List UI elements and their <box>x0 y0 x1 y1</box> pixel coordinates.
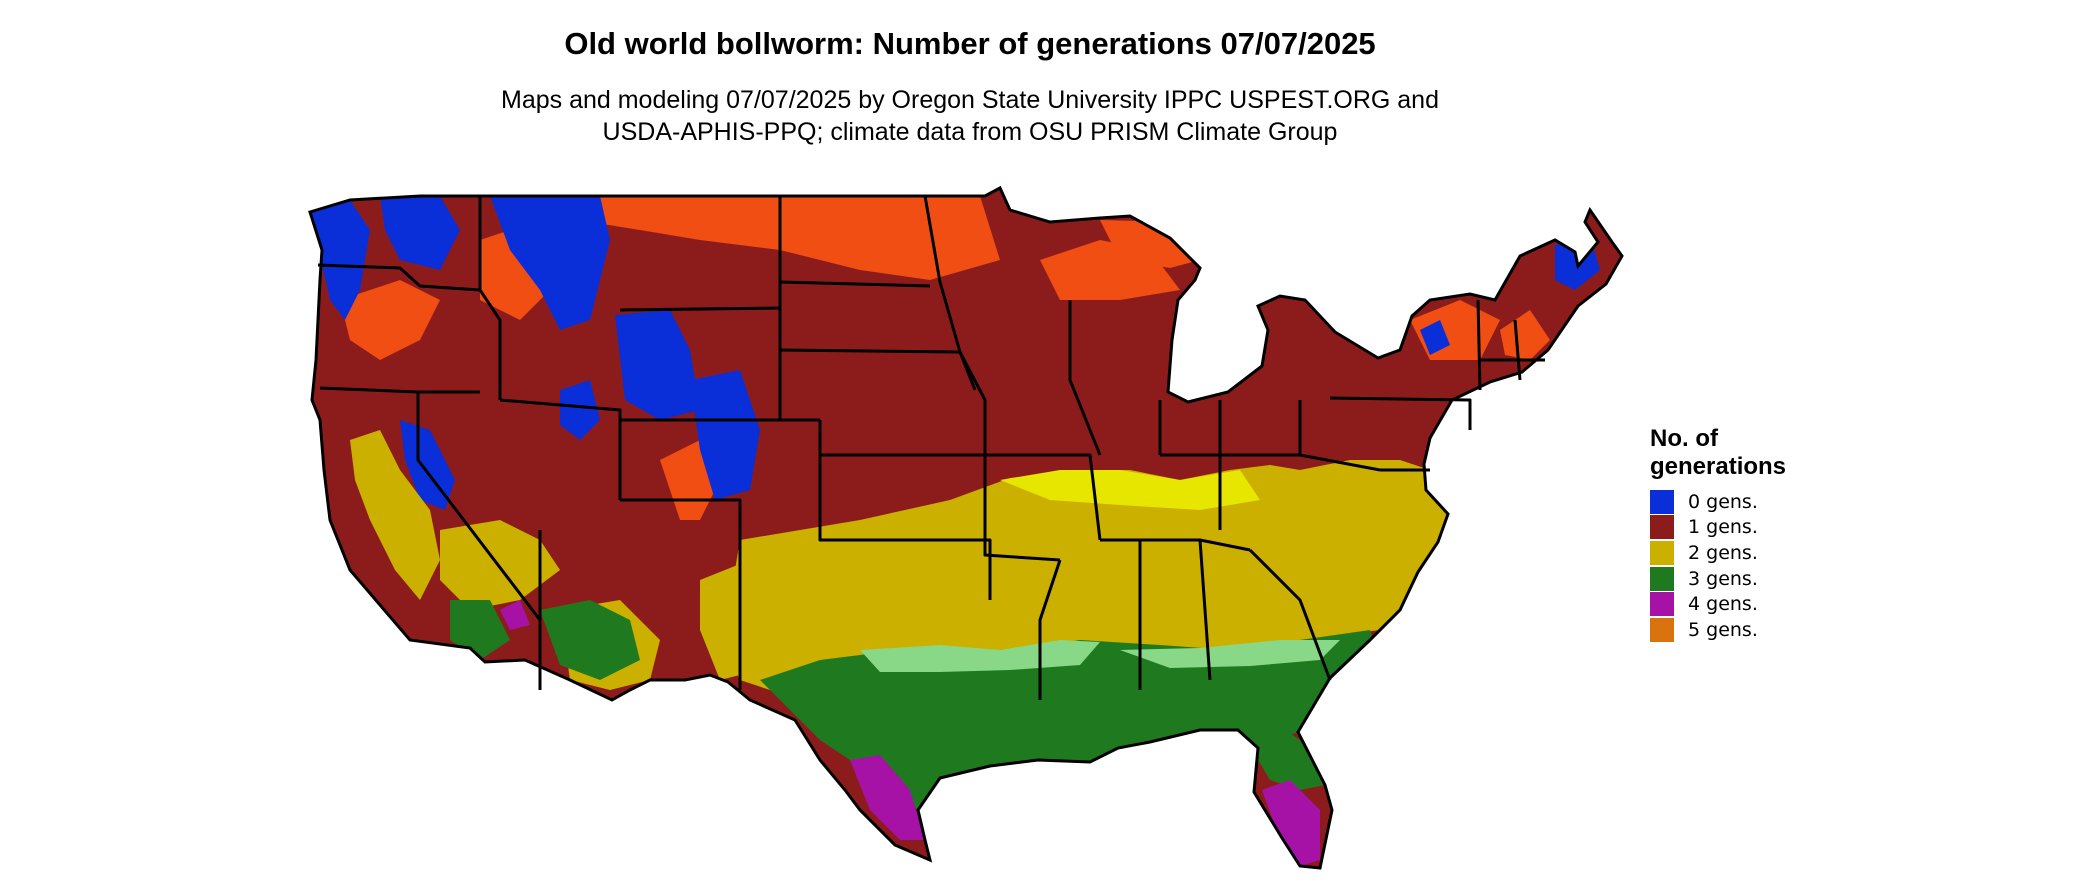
legend-title-line-2: generations <box>1650 453 1787 480</box>
legend-label-0-gens: 0 gens. <box>1688 490 1758 513</box>
subtitle-line-1: Maps and modeling 07/07/2025 by Oregon S… <box>501 86 1439 114</box>
legend-label-2-gens: 2 gens. <box>1688 541 1758 564</box>
zone-3-gens-arizona <box>540 600 640 680</box>
zone-0-gens-colorado <box>690 370 760 500</box>
legend-title: No. of generations <box>1650 425 1786 481</box>
zone-2-gens-new-mexico <box>700 560 770 680</box>
zone-3-gens-florida <box>1240 720 1325 790</box>
legend-item-0-gens: 0 gens. <box>1650 489 1786 515</box>
map-subtitle: Maps and modeling 07/07/2025 by Oregon S… <box>0 84 1940 148</box>
zone-1-gens-west-patches <box>340 280 440 360</box>
zone-1-gens-northern-plains <box>580 196 1000 280</box>
legend-item-5-gens: 5 gens. <box>1650 617 1786 643</box>
zone-2-gens-border-band <box>1000 470 1260 510</box>
zone-0-gens-wyoming <box>615 310 700 420</box>
legend-swatch-2-gens <box>1650 540 1674 565</box>
zone-0-gens-cascades <box>310 200 370 320</box>
legend-swatch-0-gens <box>1650 489 1674 514</box>
map-legend: No. of generations 0 gens. 1 gens. 2 gen… <box>1650 425 1786 643</box>
zone-1-gens-new-england <box>1500 310 1550 360</box>
legend-swatch-3-gens <box>1650 566 1674 591</box>
zone-0-gens-idaho-montana <box>490 196 610 330</box>
legend-title-line-1: No. of <box>1650 425 1718 452</box>
zone-4-gens-desert <box>500 600 530 630</box>
legend-swatch-4-gens <box>1650 592 1674 617</box>
zone-4-gens-south-florida <box>1262 780 1320 866</box>
zone-3-gens-light-band-east <box>1120 640 1340 668</box>
state-boundaries <box>317 195 1545 700</box>
legend-label-4-gens: 4 gens. <box>1688 593 1758 616</box>
zone-0-gens-sierra <box>400 420 455 510</box>
zone-2-gens-california-valley <box>350 430 440 600</box>
zone-3-gens-socal <box>450 600 510 660</box>
legend-label-1-gens: 1 gens. <box>1688 516 1758 539</box>
zone-0-gens-adirondack <box>1420 320 1450 355</box>
legend-item-1-gens: 1 gens. <box>1650 515 1786 541</box>
zone-2-gens-southwest <box>440 520 560 610</box>
legend-item-2-gens: 2 gens. <box>1650 540 1786 566</box>
legend-swatch-1-gens <box>1650 515 1674 540</box>
zone-0-gens-utah <box>560 380 600 440</box>
legend-items: 0 gens. 1 gens. 2 gens. 3 gens. 4 gens. … <box>1650 489 1786 643</box>
zone-3-gens-gulf <box>760 630 1380 810</box>
zone-0-gens-northern-rockies <box>380 196 460 270</box>
legend-label-5-gens: 5 gens. <box>1688 618 1758 641</box>
zone-2-gens-south <box>720 460 1448 690</box>
legend-label-3-gens: 3 gens. <box>1688 567 1758 590</box>
legend-item-4-gens: 4 gens. <box>1650 591 1786 617</box>
subtitle-line-2: USDA-APHIS-PPQ; climate data from OSU PR… <box>602 118 1338 146</box>
zone-4-gens-south-texas <box>850 755 925 840</box>
legend-item-3-gens: 3 gens. <box>1650 566 1786 592</box>
legend-swatch-5-gens <box>1650 617 1674 642</box>
map-title: Old world bollworm: Number of generation… <box>564 26 1376 61</box>
